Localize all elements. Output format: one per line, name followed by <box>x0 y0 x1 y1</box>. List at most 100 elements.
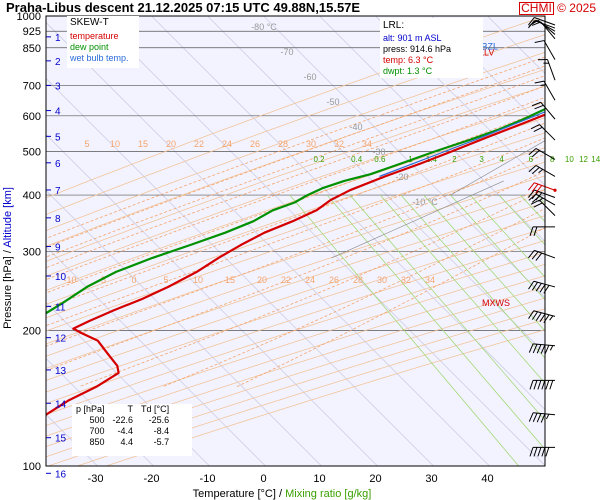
lrl-altitude: alt: 901 m ASL <box>383 33 442 43</box>
legend-item-dew-point: dew point <box>70 42 109 52</box>
moist-adiabat-line <box>46 109 545 294</box>
dry-adiabat-line <box>46 85 545 262</box>
moist-adiabat-label: 10 <box>193 275 203 285</box>
mixing-ratio-line <box>470 194 545 278</box>
wind-barb-feather <box>528 343 534 353</box>
wind-barb-feather <box>535 283 542 292</box>
table-cell: 850 <box>89 437 105 447</box>
wet-bulb-line <box>379 111 545 177</box>
mixing-ratio-label: 0.4 <box>351 155 363 164</box>
x-tick-label: 0 <box>260 473 266 485</box>
isotherm-line <box>207 16 545 355</box>
pressure-tick-label: 700 <box>23 81 41 93</box>
altitude-tick-label: 2 <box>55 57 61 68</box>
moist-adiabat-label: 28 <box>278 139 288 149</box>
reference-diagonal <box>331 180 504 259</box>
dry-adiabat-label: -30 <box>372 147 385 157</box>
level-table: p [hPa] T Td [°C] 500 -22.6 -25.6 700 -4… <box>72 404 192 456</box>
moist-adiabat-line <box>46 170 545 371</box>
wind-barb-feather <box>533 380 538 390</box>
wind-barb-feather <box>533 447 538 457</box>
plot-area <box>46 16 545 466</box>
mixing-ratio-label: 0.6 <box>374 155 386 164</box>
x-tick-label: -20 <box>144 473 160 485</box>
wind-barb-feather <box>528 148 537 156</box>
moist-adiabat-label: 32 <box>334 139 344 149</box>
wind-barb-feather <box>529 447 534 457</box>
wind-barb-feather <box>533 202 543 208</box>
wind-barb-feather <box>540 344 546 354</box>
wind-barb-feather <box>541 447 546 457</box>
isotherm-line <box>46 133 378 466</box>
moist-adiabat-label: 34 <box>425 275 435 285</box>
wind-barb-feather <box>531 281 538 291</box>
mixing-ratio-line <box>592 195 600 466</box>
table-cell: -5.7 <box>153 437 170 447</box>
wind-barb <box>529 226 555 236</box>
lrl-temperature: temp: 6.3 °C <box>383 55 434 65</box>
wind-barb <box>528 343 556 355</box>
isotherm-line <box>46 189 322 466</box>
isotherm-line <box>46 77 434 466</box>
wind-barb <box>529 446 555 457</box>
dry-adiabat-line <box>46 275 545 437</box>
dry-adiabat-line <box>46 51 545 232</box>
x-tick-label: -30 <box>88 473 104 485</box>
wind-barb-feather <box>533 226 538 236</box>
altitude-tick-label: 10 <box>55 272 67 283</box>
mixing-ratio-line <box>400 194 545 359</box>
wind-barb-feather <box>532 344 538 354</box>
wind-barb-feather <box>531 311 538 320</box>
wind-barb-feather <box>528 189 535 198</box>
x-tick-label: 30 <box>425 473 437 485</box>
mixing-ratio-line <box>498 194 545 246</box>
wind-barb-feather <box>531 251 539 260</box>
wind-barb-feather <box>535 185 543 194</box>
mixing-ratio-label: 12 <box>579 155 588 164</box>
wind-barb <box>530 199 556 217</box>
table-row: 700 -4.4 -8.4 <box>72 426 173 437</box>
temperature-line <box>46 113 545 416</box>
wind-barb-feather <box>534 40 545 43</box>
wind-barb-max-dot <box>553 188 557 192</box>
reference-diagonal <box>450 140 545 196</box>
isotherm-line <box>46 357 154 466</box>
x-axis-label: Temperature [°C] / Mixing ratio [g/kg] <box>193 488 372 500</box>
fzlv-label: FZLV <box>473 47 494 57</box>
moist-adiabat-label: 20 <box>166 139 176 149</box>
dry-adiabat-label: -50 <box>326 97 339 107</box>
dry-adiabat-line <box>46 240 545 404</box>
altitude-tick-label: 11 <box>55 302 66 313</box>
moist-adiabat-label: 26 <box>329 275 339 285</box>
table-cell: -25.6 <box>148 415 170 425</box>
table-cell: 500 <box>89 415 105 425</box>
wind-barb-feather <box>530 124 540 130</box>
altitude-tick-label: 12 <box>55 334 67 345</box>
isotherm-line <box>263 16 545 299</box>
moist-adiabat-line <box>46 122 545 309</box>
legend-item-temperature: temperature <box>70 31 119 41</box>
isotherm-line <box>431 16 545 131</box>
moist-adiabat-label: 0 <box>131 275 136 285</box>
moist-adiabat-label: 5 <box>163 275 168 285</box>
altitude-tick-label: 9 <box>55 243 61 254</box>
chart-title: Praha-Libus descent 21.12.2025 07:15 UTC… <box>6 0 361 15</box>
mixing-ratio-line <box>326 194 545 450</box>
table-header-cell: T <box>127 404 134 414</box>
altitude-tick-label: 5 <box>55 132 61 143</box>
chmi-logo: CHMI <box>519 1 554 15</box>
wind-barb-feather <box>545 380 550 390</box>
wind-barb-staff <box>543 80 556 101</box>
wind-barb-feather <box>531 101 542 107</box>
wind-barb-feather <box>528 182 535 191</box>
legend-title: SKEW-T <box>70 17 109 28</box>
altitude-tick-label: 15 <box>55 434 67 445</box>
table-cell: 700 <box>89 426 105 436</box>
wind-barb-feather <box>528 165 537 173</box>
table-header-cell: Td [°C] <box>141 404 170 414</box>
moist-adiabat-line <box>78 189 545 388</box>
wind-barb-feather <box>528 310 535 319</box>
wind-barb <box>528 182 557 194</box>
wind-barb-feather <box>528 280 535 290</box>
